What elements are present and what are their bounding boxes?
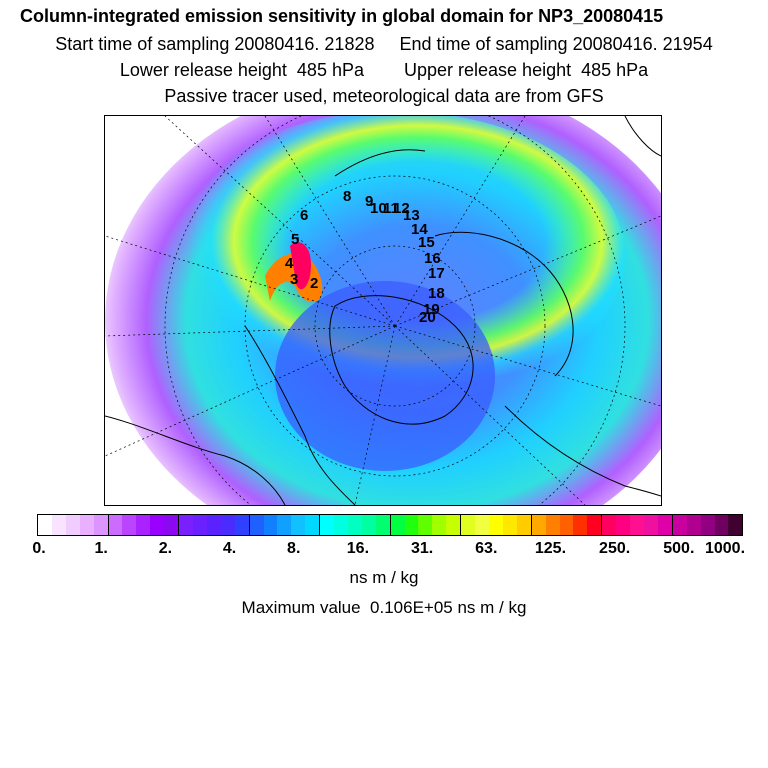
colorbar-swatch (502, 515, 517, 535)
colorbar-swatch (178, 515, 193, 535)
colorbar-swatch (38, 515, 52, 535)
colorbar-swatch (686, 515, 701, 535)
trajectory-label: 2 (310, 275, 318, 292)
colorbar-swatch (418, 515, 433, 535)
colorbar-swatch (248, 515, 264, 535)
trajectory-label: 20 (419, 309, 436, 326)
colorbar-swatch (136, 515, 151, 535)
trajectory-label: 4 (285, 255, 294, 272)
colorbar-swatch (122, 515, 137, 535)
colorbar-swatch (643, 515, 658, 535)
trajectory-label: 19 (423, 301, 440, 318)
colorbar-swatch (446, 515, 461, 535)
colorbar-swatch (206, 515, 221, 535)
colorbar-tick-label: 8. (287, 540, 301, 557)
colorbar-swatch (164, 515, 179, 535)
colorbar-swatch (389, 515, 405, 535)
coastlines (105, 116, 661, 505)
trajectory-label: 14 (411, 221, 428, 238)
colorbar-swatch (432, 515, 447, 535)
colorbar-swatch (573, 515, 588, 535)
page-title: Column-integrated emission sensitivity i… (20, 6, 664, 26)
trajectory-label: 8 (343, 188, 351, 205)
colorbar-swatch (361, 515, 376, 535)
colorbar-swatch (375, 515, 390, 535)
colorbar-swatch (93, 515, 108, 535)
colorbar (37, 514, 743, 536)
field-hotspot-core (290, 242, 311, 290)
colorbar-swatch (277, 515, 292, 535)
trajectory-label: 11 (383, 200, 399, 217)
colorbar-swatch (347, 515, 362, 535)
colorbar-swatch (234, 515, 249, 535)
colorbar-swatch (65, 515, 80, 535)
trajectory-label: 16 (424, 250, 441, 267)
trajectory-label: 17 (428, 265, 445, 282)
trajectory-label: 12 (393, 200, 410, 217)
colorbar-swatch (516, 515, 531, 535)
colorbar-swatch (79, 515, 94, 535)
colorbar-swatch (404, 515, 419, 535)
trajectory-label: 9 (365, 193, 373, 210)
colorbar-tick-label: 1. (94, 540, 108, 557)
colorbar-swatch (107, 515, 123, 535)
colorbar-swatch (263, 515, 278, 535)
colorbar-swatch (545, 515, 560, 535)
colorbar-tick-label: 31. (410, 540, 434, 557)
meridians (105, 116, 661, 505)
colorbar-swatch (700, 515, 715, 535)
colorbar-swatch (657, 515, 672, 535)
colorbar-swatch (671, 515, 687, 535)
colorbar-swatch (291, 515, 306, 535)
colorbar-tick-label: 1000. (704, 540, 746, 557)
field-core (275, 281, 495, 471)
colorbar-swatch (728, 515, 743, 535)
map-svg: 2 3 4 5 6 8 9 10 11 12 13 14 15 16 17 18… (105, 116, 661, 505)
tracer-info: Passive tracer used, meteorological data… (164, 86, 604, 106)
colorbar-swatch (460, 515, 476, 535)
sampling-times: Start time of sampling 20080416. 21828 E… (55, 34, 713, 54)
colorbar-swatch (51, 515, 66, 535)
trajectory-label: 10 (370, 200, 387, 217)
colorbar-swatch (587, 515, 602, 535)
colorbar-swatch (150, 515, 165, 535)
units-label: ns m / kg (349, 568, 419, 587)
trajectory-label: 18 (428, 285, 445, 302)
colorbar-swatch (616, 515, 631, 535)
colorbar-tick-label: 2. (158, 540, 173, 557)
colorbar-tick-label: 63. (475, 540, 498, 557)
colorbar-swatch (220, 515, 235, 535)
colorbar-swatch (334, 515, 348, 535)
colorbar-tick-label: 500. (663, 540, 695, 557)
trajectory-label: 13 (403, 207, 420, 224)
colorbar-tick-label: 4. (222, 540, 237, 557)
colorbar-swatch (489, 515, 503, 535)
trajectory-points: 2 3 4 5 6 8 9 10 11 12 13 14 15 16 17 18… (285, 188, 445, 326)
colorbar-swatch (192, 515, 207, 535)
trajectory-label: 15 (418, 234, 435, 251)
colorbar-swatch (530, 515, 546, 535)
colorbar-swatch (559, 515, 574, 535)
trajectory-label: 5 (291, 231, 299, 248)
colorbar-tick-label: 16. (346, 540, 370, 557)
colorbar-swatch (305, 515, 320, 535)
colorbar-swatch (475, 515, 489, 535)
colorbar-swatch (714, 515, 729, 535)
colorbar-swatch (630, 515, 644, 535)
trajectory-label: 6 (300, 207, 308, 224)
trajectory-label: 3 (290, 271, 298, 288)
colorbar-tick-label: 250. (599, 540, 631, 557)
colorbar-tick-label: 125. (534, 540, 567, 557)
release-heights: Lower release height 485 hPa Upper relea… (119, 60, 649, 80)
maximum-value: Maximum value 0.106E+05 ns m / kg (241, 598, 527, 617)
sensitivity-map: 2 3 4 5 6 8 9 10 11 12 13 14 15 16 17 18… (104, 115, 662, 506)
colorbar-swatch (319, 515, 335, 535)
colorbar-tick-label: 0. (32, 540, 46, 557)
colorbar-swatch (601, 515, 617, 535)
